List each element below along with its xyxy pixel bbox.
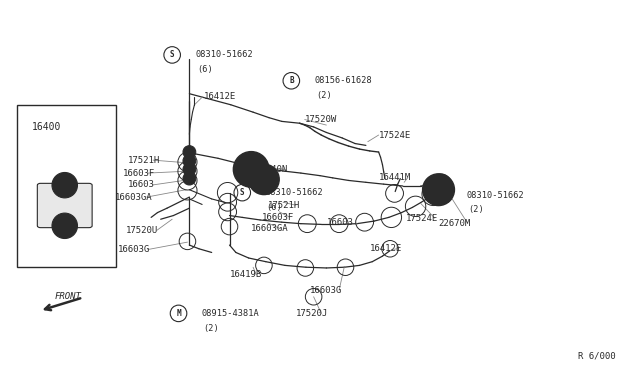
Text: 16400: 16400 [32,122,61,132]
Text: (2): (2) [468,205,484,215]
Text: 16419B: 16419B [230,270,262,279]
Ellipse shape [183,163,196,176]
Text: 16412E: 16412E [204,92,236,101]
Text: 17521H: 17521H [127,155,160,165]
Ellipse shape [248,164,279,195]
Ellipse shape [183,146,196,158]
Ellipse shape [422,174,454,206]
Text: 17520U: 17520U [126,226,159,235]
Text: 22670M: 22670M [438,219,471,228]
Text: B: B [289,76,294,85]
Text: 16412E: 16412E [370,244,402,253]
Text: 16441M: 16441M [379,173,411,182]
Text: 16603F: 16603F [261,212,294,221]
Bar [17,105,116,267]
Text: (2): (2) [316,91,332,100]
Ellipse shape [52,213,77,238]
Text: (2): (2) [203,324,218,333]
Text: 08310-51662: 08310-51662 [196,51,253,60]
Text: 16603GA: 16603GA [115,193,152,202]
Text: S: S [170,51,175,60]
Text: 08310-51662: 08310-51662 [467,191,524,200]
Text: 17520J: 17520J [296,309,328,318]
Text: 17524E: 17524E [379,131,411,140]
Text: 08310-51662: 08310-51662 [265,188,323,197]
Text: 16603F: 16603F [122,169,155,177]
Text: (6): (6) [197,65,212,74]
Text: 17524E: 17524E [405,214,438,222]
Text: 16603G: 16603G [310,286,342,295]
Text: 16603G: 16603G [117,245,150,254]
Text: 16440N: 16440N [256,165,289,174]
Ellipse shape [183,172,196,185]
Ellipse shape [234,152,269,187]
Text: 16603: 16603 [127,180,154,189]
Text: 16603GA: 16603GA [251,224,289,233]
Text: R 6/000: R 6/000 [578,351,616,360]
Text: 08156-61628: 08156-61628 [315,76,372,85]
Text: 17521H: 17521H [268,201,300,210]
FancyBboxPatch shape [37,183,92,228]
Ellipse shape [52,173,77,198]
Text: S: S [442,191,446,200]
Text: 08915-4381A: 08915-4381A [202,309,259,318]
Ellipse shape [183,154,196,167]
Text: 16603: 16603 [326,218,353,227]
Text: 17520W: 17520W [305,115,337,124]
Text: FRONT: FRONT [55,292,82,301]
Text: S: S [240,188,244,197]
Text: (6): (6) [266,203,282,212]
Text: M: M [176,309,181,318]
